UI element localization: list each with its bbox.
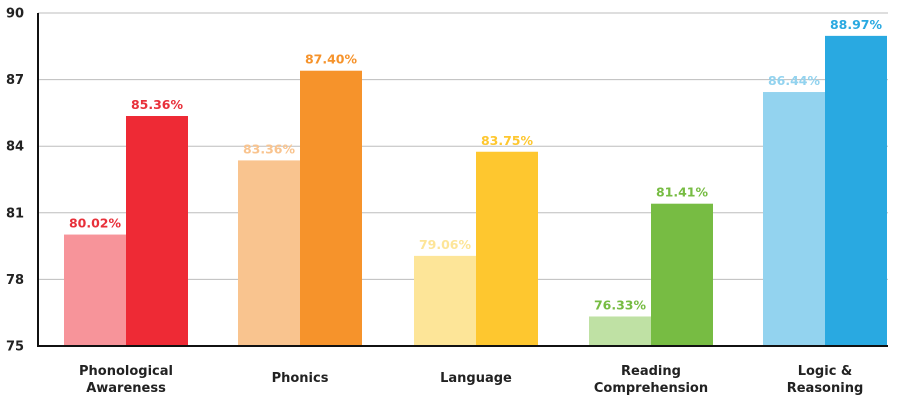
bar-dark-4 bbox=[825, 35, 887, 347]
data-label: 76.33% bbox=[594, 297, 647, 312]
y-tick-labels: 75 78 81 84 87 90 bbox=[6, 7, 24, 355]
data-label: 81.41% bbox=[656, 185, 709, 200]
data-label: 88.97% bbox=[830, 17, 883, 32]
data-label: 87.40% bbox=[305, 52, 358, 67]
bars bbox=[64, 35, 887, 347]
data-label: 83.36% bbox=[243, 141, 296, 156]
bar-dark-0 bbox=[126, 116, 188, 347]
data-label: 85.36% bbox=[131, 97, 184, 112]
bar-light-4 bbox=[763, 92, 825, 346]
y-tick-label: 84 bbox=[6, 140, 24, 155]
bar-light-2 bbox=[414, 255, 476, 346]
data-label: 79.06% bbox=[419, 237, 472, 252]
y-tick-label: 90 bbox=[6, 7, 24, 22]
category-labels: Phonological Awareness Phonics Language Read… bbox=[79, 364, 863, 396]
data-label: 86.44% bbox=[768, 73, 821, 88]
axes bbox=[37, 13, 888, 347]
y-tick-label: 78 bbox=[6, 273, 24, 288]
category-label: Logic & Reasoning bbox=[787, 364, 864, 396]
category-label: Phonics bbox=[272, 371, 329, 386]
data-labels: 80.02% 83.36% 79.06% 76.33% 86.44% 85.36% 87.4… bbox=[69, 17, 883, 313]
data-label: 83.75% bbox=[481, 133, 534, 148]
bar-light-0 bbox=[64, 234, 126, 346]
bar-light-1 bbox=[238, 160, 300, 346]
y-tick-label: 81 bbox=[6, 206, 24, 221]
y-tick-label: 75 bbox=[6, 340, 24, 355]
category-label: Language bbox=[440, 371, 512, 386]
y-tick-label: 87 bbox=[6, 73, 24, 88]
bar-dark-1 bbox=[300, 70, 362, 346]
category-label: Phonological Awareness bbox=[79, 364, 173, 396]
bar-light-3 bbox=[589, 316, 651, 346]
bar-dark-2 bbox=[476, 151, 538, 346]
data-label: 80.02% bbox=[69, 216, 122, 231]
bar-dark-3 bbox=[651, 203, 713, 346]
category-label: Reading Comprehension bbox=[594, 364, 708, 396]
